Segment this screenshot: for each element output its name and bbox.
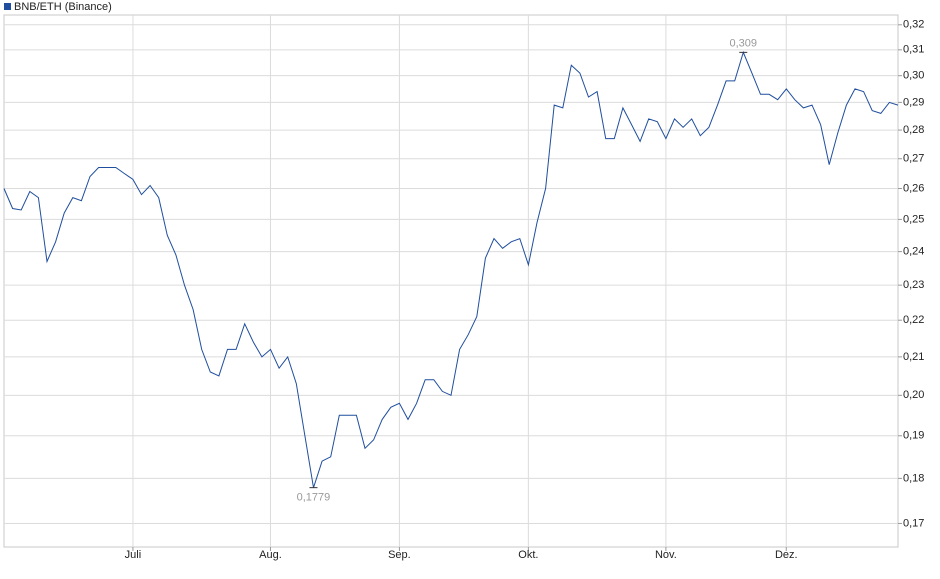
legend-label: BNB/ETH (Binance) [14, 1, 112, 13]
plot-area [3, 14, 899, 548]
y-tick-label: 0,21 [903, 351, 924, 363]
extreme-label: 0,1779 [297, 492, 331, 504]
extreme-label: 0,309 [730, 37, 758, 49]
y-tick-label: 0,17 [903, 517, 924, 529]
x-tick-label: Juli [125, 549, 142, 561]
y-tick-label: 0,18 [903, 472, 924, 484]
y-tick-label: 0,31 [903, 44, 924, 56]
x-tick-label: Sep. [388, 549, 411, 561]
y-tick-label: 0,30 [903, 70, 924, 82]
y-tick-label: 0,23 [903, 279, 924, 291]
y-tick-label: 0,25 [903, 213, 924, 225]
price-line [3, 50, 899, 488]
y-tick-label: 0,28 [903, 124, 924, 136]
y-tick-label: 0,27 [903, 153, 924, 165]
x-tick-label: Aug. [259, 549, 282, 561]
y-tick-label: 0,24 [903, 246, 924, 258]
x-tick-label: Dez. [775, 549, 798, 561]
y-tick-label: 0,20 [903, 389, 924, 401]
y-tick-label: 0,29 [903, 96, 924, 108]
y-tick-label: 0,19 [903, 430, 924, 442]
y-tick-label: 0,32 [903, 19, 924, 31]
x-tick-label: Nov. [655, 549, 677, 561]
x-tick-label: Okt. [518, 549, 538, 561]
y-tick-label: 0,22 [903, 314, 924, 326]
legend-swatch [4, 3, 11, 10]
y-tick-label: 0,26 [903, 182, 924, 194]
